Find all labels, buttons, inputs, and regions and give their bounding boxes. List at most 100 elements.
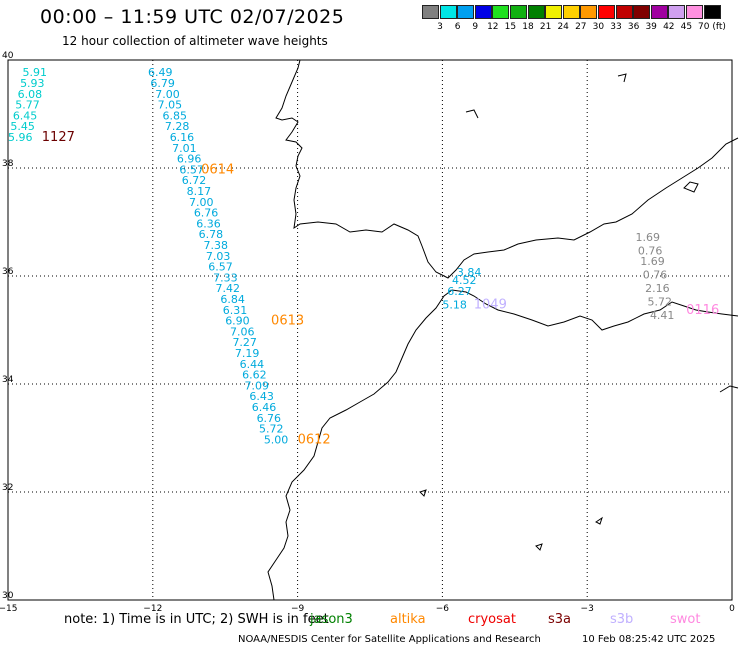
satellite-legend-s3b: s3b: [610, 612, 634, 627]
colorbar-label: 9: [472, 22, 479, 32]
timestamp-text: 10 Feb 08:25:42 UTC 2025: [582, 634, 716, 645]
colorbar-label: 18: [522, 22, 534, 32]
track-time-label: 0613: [271, 314, 304, 329]
wave-height-value: 6.78: [199, 228, 224, 241]
colorbar-swatch: [650, 5, 668, 19]
colorbar-label: 21: [539, 22, 552, 32]
wave-height-value: 1.69: [635, 231, 660, 244]
colorbar-label: 3: [437, 22, 443, 32]
wave-height-value: 5.93: [20, 77, 45, 90]
satellite-legend-swot: swot: [670, 612, 701, 627]
colorbar-swatch: [615, 5, 633, 19]
wave-height-value: 5.45: [10, 120, 35, 133]
track-time-label: 0614: [201, 162, 234, 177]
wave-height-value: 7.00: [189, 196, 214, 209]
colorbar-swatch: [580, 5, 598, 19]
credit-text: NOAA/NESDIS Center for Satellite Applica…: [238, 634, 541, 645]
coastline-lake-1: [465, 109, 479, 119]
lat-tick-label: 40: [2, 51, 14, 61]
wave-height-value: 6.62: [242, 369, 266, 382]
wave-height-value: 6.43: [249, 390, 273, 403]
wave-height-value: 4.41: [650, 309, 675, 322]
satellite-legend-altika: altika: [390, 612, 426, 627]
wave-height-value: 7.06: [230, 325, 255, 338]
lat-tick-label: 34: [2, 375, 14, 385]
track-time-label: 1049: [474, 297, 507, 312]
colorbar-swatch: [474, 5, 492, 19]
track-time-label: 0612: [298, 432, 331, 447]
map-title: 00:00 – 11:59 UTC 02/07/2025: [40, 6, 345, 28]
colorbar-swatch: [668, 5, 686, 19]
coastline-morocco: [267, 289, 739, 601]
lon-tick-label: −15: [0, 604, 18, 614]
wave-height-value: 6.08: [18, 88, 43, 101]
lat-tick-label: 36: [2, 267, 14, 277]
lat-tick-label: 32: [2, 483, 13, 493]
colorbar-label: 6: [454, 22, 461, 32]
colorbar-swatch: [545, 5, 563, 19]
wave-height-value: 6.27: [447, 285, 472, 298]
colorbar-label: 45: [680, 22, 693, 32]
coastline-island-3: [595, 516, 603, 525]
wave-height-value: 8.17: [187, 185, 212, 198]
wave-height-value: 6.44: [240, 358, 265, 371]
coastline-island-4: [535, 543, 543, 551]
coastline-island-1: [719, 385, 739, 393]
coastline-island-2: [419, 489, 427, 497]
wave-height-value: 5.91: [22, 66, 47, 79]
wave-height-value: 6.76: [194, 207, 219, 220]
colorbar-swatch: [598, 5, 615, 19]
wave-height-value: 6.76: [257, 412, 282, 425]
colorbar-label: 30: [592, 22, 605, 32]
colorbar-swatch: [527, 5, 545, 19]
track-time-label: 1127: [42, 130, 75, 145]
wave-height-value: 7.27: [232, 336, 257, 349]
wave-height-value: 5.18: [442, 298, 467, 311]
colorbar-label: 15: [504, 22, 517, 32]
wave-height-value: 3.84: [457, 266, 482, 279]
lat-tick-label: 38: [2, 159, 14, 169]
wave-height-value: 6.96: [177, 153, 202, 166]
colorbar-swatch: [633, 5, 651, 19]
wave-height-value: 6.45: [13, 109, 38, 122]
wave-height-value: 5.96: [8, 131, 33, 144]
colorbar-swatch: [422, 5, 439, 19]
wave-height-value: 7.33: [213, 271, 238, 284]
colorbar-label: 70 (ft): [698, 22, 726, 32]
satellite-legend-jason3: jason3: [310, 612, 353, 627]
wave-height-value: 5.72: [648, 296, 673, 309]
colorbar-label: 42: [663, 22, 675, 32]
colorbar-swatch: [562, 5, 580, 19]
wave-height-value: 5.77: [15, 99, 39, 112]
satellite-legend-s3a: s3a: [548, 612, 572, 627]
map-frame: [7, 59, 733, 601]
coastline-balearic: [683, 181, 699, 193]
wave-height-value: 6.57: [208, 261, 233, 274]
satellite-legend-cryosat: cryosat: [468, 612, 516, 627]
coastline-iberia: [275, 59, 739, 279]
colorbar-swatch: [703, 5, 721, 19]
wave-height-value: 6.31: [223, 304, 248, 317]
wave-height-value: 6.79: [150, 77, 175, 90]
colorbar-swatch: [492, 5, 510, 19]
colorbar-label: 24: [557, 22, 569, 32]
lon-tick-label: −6: [436, 604, 450, 614]
wave-height-value: 6.16: [170, 131, 195, 144]
wave-height-value: 6.57: [179, 163, 204, 176]
wave-height-value: 7.01: [172, 142, 197, 155]
wave-height-value: 6.85: [162, 109, 187, 122]
colorbar-swatch: [510, 5, 527, 19]
wave-height-value: 6.36: [196, 217, 221, 230]
wave-height-value: 1.69: [640, 255, 665, 268]
wave-height-value: 0.76: [638, 244, 663, 257]
colorbar-label: 27: [575, 22, 587, 32]
wave-height-value: 0.76: [643, 269, 668, 282]
colorbar-swatch: [457, 5, 475, 19]
wave-height-value: 6.72: [182, 174, 207, 187]
lon-tick-label: 0: [729, 604, 735, 614]
lon-tick-label: −12: [143, 604, 162, 614]
wave-height-value: 7.19: [235, 347, 260, 360]
wave-height-value: 5.00: [264, 433, 289, 446]
track-time-label: 0116: [686, 303, 719, 318]
